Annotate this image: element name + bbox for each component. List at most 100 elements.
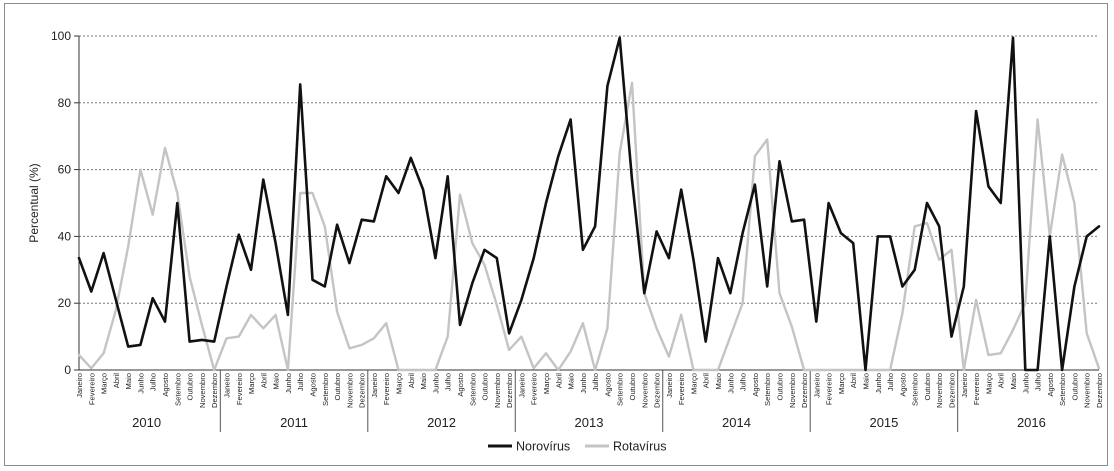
x-tick-label-month: Junho — [874, 373, 883, 394]
x-tick-label-month: Junho — [579, 373, 588, 394]
x-tick-label-month: Outubro — [775, 373, 784, 400]
x-tick-label-month: Abril — [259, 373, 268, 389]
x-tick-label-month: Novembro — [198, 373, 207, 408]
x-tick-label-month: Fevereiro — [972, 373, 981, 405]
x-tick-label-month: Setembro — [468, 373, 477, 406]
x-tick-label-month: Novembro — [1083, 373, 1092, 408]
x-tick-label-month: Junho — [431, 373, 440, 394]
x-tick-label-month: Setembro — [763, 373, 772, 406]
x-tick-label-month: Agosto — [898, 373, 907, 397]
y-tick-label-40: 40 — [58, 229, 72, 243]
year-label-2010: 2010 — [132, 415, 161, 430]
chart-frame — [4, 3, 1108, 466]
x-tick-label-month: Julho — [739, 373, 748, 391]
x-tick-label-month: Maio — [567, 373, 576, 389]
x-tick-label-month: Março — [100, 373, 109, 394]
x-tick-label-month: Outubro — [333, 373, 342, 400]
x-tick-label-month: Fevereiro — [87, 373, 96, 405]
x-tick-label-month: Março — [984, 373, 993, 394]
x-tick-label-month: Março — [837, 373, 846, 394]
x-tick-label-month: Novembro — [935, 373, 944, 408]
legend-label-rotavrus: Rotavírus — [613, 440, 667, 454]
x-tick-label-month: Agosto — [751, 373, 760, 397]
x-tick-label-month: Novembro — [788, 373, 797, 408]
x-tick-label-month: Maio — [714, 373, 723, 389]
x-tick-label-month: Março — [542, 373, 551, 394]
series-line-norovrus — [77, 36, 1101, 372]
x-tick-label-month: Setembro — [321, 373, 330, 406]
x-tick-label-month: Dezembro — [800, 373, 809, 408]
y-axis-label: Percentual (%) — [27, 163, 41, 242]
x-tick-label-month: Maio — [862, 373, 871, 389]
x-tick-label-month: Novembro — [345, 373, 354, 408]
x-tick-label-month: Dezembro — [948, 373, 957, 408]
year-label-2011: 2011 — [280, 415, 308, 430]
y-tick-label-20: 20 — [58, 296, 72, 310]
x-tick-label-month: Abril — [112, 373, 121, 389]
x-tick-label-month: Dezembro — [653, 373, 662, 408]
x-tick-label-month: Outubro — [481, 373, 490, 400]
x-tick-label-month: Fevereiro — [825, 373, 834, 405]
x-tick-label-month: Dezembro — [505, 373, 514, 408]
x-tick-label-month: Agosto — [603, 373, 612, 397]
x-tick-label-month: Janeiro — [517, 373, 526, 398]
x-tick-label-month: Dezembro — [1095, 373, 1104, 408]
x-tick-label-month: Agosto — [308, 373, 317, 397]
x-tick-label-month: Outubro — [923, 373, 932, 400]
x-tick-label-month: Agosto — [456, 373, 465, 397]
x-tick-label-month: Dezembro — [358, 373, 367, 408]
x-tick-label-month: Janeiro — [665, 373, 674, 398]
year-label-2015: 2015 — [869, 415, 898, 430]
x-tick-label-month: Agosto — [161, 373, 170, 397]
x-tick-label-month: Abril — [702, 373, 711, 389]
x-tick-label-month: Janeiro — [812, 373, 821, 398]
x-tick-label-month: Abril — [997, 373, 1006, 389]
year-label-2012: 2012 — [427, 415, 456, 430]
x-tick-label-month: Janeiro — [75, 373, 84, 398]
y-tick-label-100: 100 — [51, 29, 71, 43]
y-tick-label-0: 0 — [64, 363, 71, 377]
x-tick-label-month: Junho — [1021, 373, 1030, 394]
legend-label-norovrus: Norovírus — [516, 440, 570, 454]
x-tick-label-month: Julho — [1034, 373, 1043, 391]
x-tick-label-month: Março — [247, 373, 256, 394]
x-tick-label-month: Setembro — [173, 373, 182, 406]
x-tick-label-month: Julho — [886, 373, 895, 391]
x-tick-label-month: Abril — [554, 373, 563, 389]
x-tick-label-month: Janeiro — [222, 373, 231, 398]
x-tick-label-month: Janeiro — [370, 373, 379, 398]
x-tick-label-month: Fevereiro — [382, 373, 391, 405]
x-tick-label-month: Fevereiro — [677, 373, 686, 405]
x-tick-label-month: Julho — [149, 373, 158, 391]
x-tick-label-month: Outubro — [1070, 373, 1079, 400]
x-tick-label-month: Outubro — [628, 373, 637, 400]
x-tick-label-month: Abril — [849, 373, 858, 389]
x-tick-label-month: Julho — [444, 373, 453, 391]
x-tick-label-month: Fevereiro — [530, 373, 539, 405]
x-tick-label-month: Junho — [726, 373, 735, 394]
x-tick-label-month: Janeiro — [960, 373, 969, 398]
y-tick-label-80: 80 — [58, 96, 72, 110]
x-tick-label-month: Junho — [284, 373, 293, 394]
x-tick-label-month: Outubro — [186, 373, 195, 400]
x-tick-label-month: Março — [395, 373, 404, 394]
x-tick-label-month: Julho — [591, 373, 600, 391]
series-line-rotavrus — [77, 81, 1101, 372]
x-tick-label-month: Dezembro — [210, 373, 219, 408]
x-tick-label-month: Setembro — [1058, 373, 1067, 406]
x-tick-label-month: Maio — [419, 373, 428, 389]
x-tick-label-month: Março — [689, 373, 698, 394]
y-tick-label-60: 60 — [58, 163, 72, 177]
year-label-2014: 2014 — [722, 415, 751, 430]
x-tick-label-month: Novembro — [640, 373, 649, 408]
x-tick-label-month: Maio — [1009, 373, 1018, 389]
year-label-2013: 2013 — [575, 415, 604, 430]
x-tick-label-month: Julho — [296, 373, 305, 391]
x-tick-label-month: Junho — [136, 373, 145, 394]
x-tick-label-month: Maio — [272, 373, 281, 389]
x-tick-label-month: Abril — [407, 373, 416, 389]
x-tick-label-month: Agosto — [1046, 373, 1055, 397]
x-tick-label-month: Novembro — [493, 373, 502, 408]
year-label-2016: 2016 — [1017, 415, 1046, 430]
